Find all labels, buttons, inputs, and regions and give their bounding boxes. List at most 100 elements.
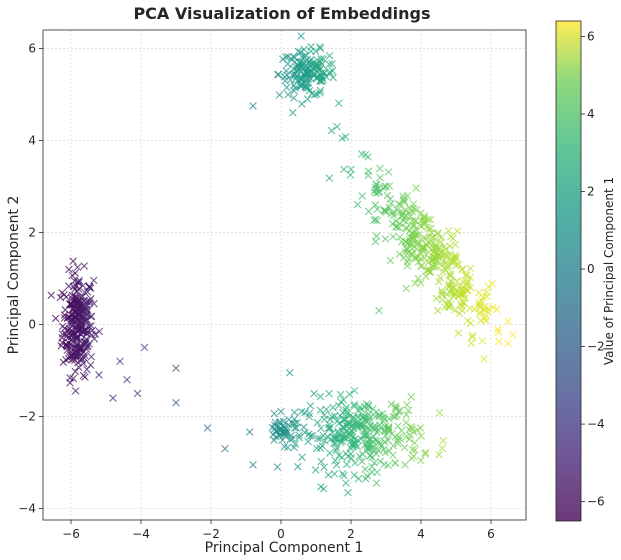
data-point xyxy=(68,301,76,309)
data-point xyxy=(67,344,76,353)
data-point xyxy=(342,403,351,412)
data-point xyxy=(378,410,387,418)
data-point xyxy=(508,330,517,339)
data-point xyxy=(385,203,394,212)
data-point xyxy=(462,271,471,280)
data-point xyxy=(338,437,346,445)
data-point xyxy=(373,181,381,189)
data-point xyxy=(401,248,410,256)
data-point xyxy=(361,151,370,159)
data-point xyxy=(433,251,442,260)
data-point xyxy=(71,387,80,395)
data-point xyxy=(172,364,180,372)
data-point xyxy=(475,288,483,297)
data-point xyxy=(63,341,71,350)
data-point xyxy=(58,338,67,347)
data-point xyxy=(401,206,410,214)
data-point xyxy=(405,435,413,443)
data-point xyxy=(340,165,348,174)
data-point xyxy=(495,337,503,346)
data-point xyxy=(298,453,306,462)
data-point xyxy=(58,330,67,338)
data-point xyxy=(346,431,355,439)
data-point xyxy=(289,108,297,117)
data-point xyxy=(316,44,325,53)
data-point xyxy=(68,352,77,360)
data-point xyxy=(401,237,410,246)
data-point xyxy=(306,402,315,410)
data-point xyxy=(289,94,298,102)
data-point xyxy=(74,297,83,305)
data-point xyxy=(402,411,411,419)
data-point xyxy=(140,343,149,352)
data-point xyxy=(279,417,288,426)
data-point xyxy=(480,355,488,363)
data-point xyxy=(79,359,88,368)
data-point xyxy=(85,282,94,291)
data-point xyxy=(400,196,408,205)
data-point xyxy=(363,472,372,480)
data-point xyxy=(358,457,366,466)
data-point xyxy=(433,306,442,315)
y-tick-label: 6 xyxy=(28,41,36,55)
scatter-points xyxy=(47,32,517,497)
data-point xyxy=(86,361,95,369)
data-point xyxy=(425,268,434,277)
data-point xyxy=(412,206,420,214)
data-point xyxy=(81,373,89,381)
data-point xyxy=(371,201,380,209)
data-point xyxy=(274,70,282,79)
data-point xyxy=(394,436,402,445)
data-point xyxy=(475,309,484,318)
data-point xyxy=(402,284,410,293)
data-point xyxy=(412,231,421,240)
data-point xyxy=(366,421,375,430)
data-point xyxy=(315,66,324,75)
data-point xyxy=(467,339,476,348)
data-point xyxy=(451,306,459,315)
data-point xyxy=(438,444,447,453)
data-point xyxy=(286,76,295,84)
data-point xyxy=(249,102,257,110)
data-point xyxy=(355,452,364,461)
data-point xyxy=(316,86,325,95)
data-point xyxy=(397,426,406,435)
data-point xyxy=(374,188,383,197)
data-point xyxy=(435,277,443,286)
data-point xyxy=(62,332,71,341)
data-point xyxy=(283,60,292,68)
data-point xyxy=(395,223,403,232)
data-point xyxy=(343,410,352,419)
data-point xyxy=(384,424,393,432)
data-point xyxy=(298,100,306,108)
data-point xyxy=(317,54,325,63)
data-point xyxy=(277,407,285,416)
data-point xyxy=(446,270,455,279)
y-axis-label: Principal Component 2 xyxy=(6,196,22,355)
data-point xyxy=(421,234,430,243)
y-tick-label: −2 xyxy=(18,409,36,423)
data-point xyxy=(51,314,60,323)
colorbar-label: Value of Principal Component 1 xyxy=(602,177,616,365)
data-point xyxy=(351,459,359,467)
x-tick-label: 4 xyxy=(417,527,425,541)
data-point xyxy=(366,444,375,452)
data-point xyxy=(66,379,74,387)
data-point xyxy=(342,405,350,414)
data-point xyxy=(73,263,82,272)
data-point xyxy=(348,427,356,436)
data-point xyxy=(411,216,420,225)
x-tick-label: 6 xyxy=(487,527,495,541)
data-point xyxy=(411,279,419,288)
data-point xyxy=(317,424,325,433)
data-point xyxy=(420,212,429,220)
data-point xyxy=(434,244,442,252)
y-tick-label: 4 xyxy=(28,133,36,147)
data-point xyxy=(335,401,343,410)
data-point xyxy=(458,265,467,274)
data-point xyxy=(427,237,435,246)
data-point xyxy=(414,274,423,283)
data-point xyxy=(323,432,332,441)
data-point xyxy=(357,405,366,414)
data-point xyxy=(359,431,368,440)
